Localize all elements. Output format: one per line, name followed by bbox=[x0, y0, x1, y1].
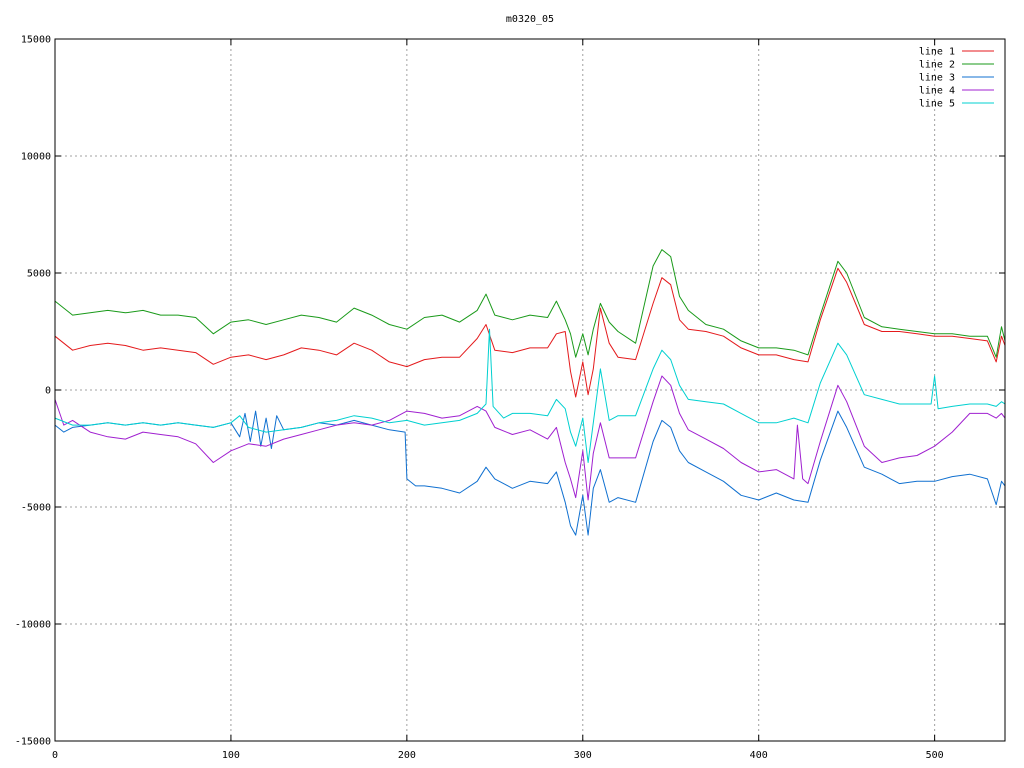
series-line-2 bbox=[54, 249, 1006, 358]
chart-title: m0320_05 bbox=[506, 14, 554, 25]
series-lines bbox=[54, 249, 1006, 536]
series-line-4 bbox=[54, 375, 1006, 501]
x-tick-label: 200 bbox=[398, 750, 416, 761]
y-tick-label: -10000 bbox=[15, 620, 51, 631]
plot-frame bbox=[54, 38, 1006, 742]
series-line-1 bbox=[54, 267, 1006, 398]
y-tick-label: 0 bbox=[45, 386, 51, 397]
series-line-5 bbox=[54, 328, 1006, 463]
legend-label-2: line 2 bbox=[919, 60, 955, 71]
x-tick-label: 100 bbox=[222, 750, 240, 761]
legend-label-1: line 1 bbox=[919, 47, 955, 58]
legend-label-5: line 5 bbox=[919, 99, 955, 110]
y-tick-label: -15000 bbox=[15, 737, 51, 748]
legend-label-3: line 3 bbox=[919, 73, 955, 84]
x-axis-ticks: 0 100 200 300 400 500 bbox=[52, 39, 944, 761]
y-tick-label: 10000 bbox=[21, 152, 51, 163]
y-tick-label: -5000 bbox=[21, 503, 51, 514]
x-tick-label: 500 bbox=[926, 750, 944, 761]
y-tick-label: 15000 bbox=[21, 35, 51, 46]
series-line-3 bbox=[54, 410, 1006, 536]
x-tick-label: 300 bbox=[574, 750, 592, 761]
legend-label-4: line 4 bbox=[919, 86, 955, 97]
x-tick-label: 400 bbox=[750, 750, 768, 761]
x-tick-label: 0 bbox=[52, 750, 58, 761]
legend: line 1 line 2 line 3 line 4 line 5 bbox=[919, 47, 994, 110]
y-tick-label: 5000 bbox=[27, 269, 51, 280]
